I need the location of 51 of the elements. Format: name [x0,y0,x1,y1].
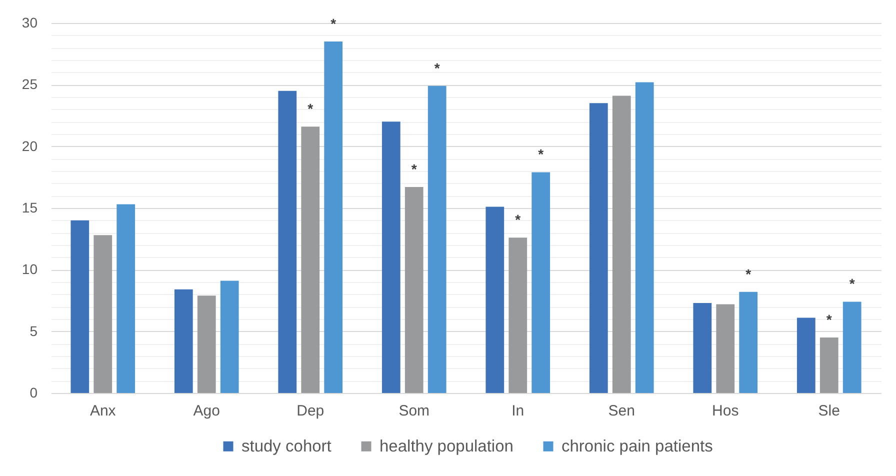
bar [716,304,735,393]
data-label: * [434,60,440,76]
bar [174,289,193,393]
y-tick-label: 0 [30,384,38,400]
x-tick-label: Hos [712,402,739,420]
x-tick-label: Dep [296,402,324,420]
bar [382,122,400,393]
bar [278,90,297,393]
data-label: * [411,161,418,178]
y-tick-label: 10 [22,261,38,278]
data-label: * [746,266,752,282]
bar [508,238,528,393]
y-tick-label: 20 [22,138,38,154]
bar [820,338,838,393]
data-label: * [538,146,544,162]
bar [635,82,654,393]
legend-label: study cohort [242,437,332,456]
bar [739,292,758,393]
y-tick-label: 30 [22,14,38,30]
legend-label: chronic pain patients [562,437,713,456]
x-tick-label: Sle [818,402,840,420]
bar [70,220,90,393]
bar [693,302,712,393]
bar [94,235,112,393]
bar [324,42,343,393]
x-tick-label: Anx [90,402,116,420]
y-tick-label: 25 [22,76,38,92]
bar [116,204,136,393]
bar [428,86,446,393]
legend-label: healthy population [380,437,514,456]
x-tick-label: Sen [608,402,635,420]
bar [532,172,550,393]
data-label: * [849,276,856,292]
bar [220,280,239,393]
bar [301,126,320,393]
bar [589,103,608,393]
bar [796,318,816,393]
x-tick-label: Som [398,402,430,420]
data-label: * [308,100,314,117]
data-label: * [826,312,832,328]
bar [612,96,631,393]
data-label: * [330,16,337,32]
bar [404,187,424,393]
y-tick-label: 5 [30,322,38,339]
data-label: * [515,212,522,228]
x-tick-label: In [512,402,524,420]
y-tick-label: 15 [22,200,38,216]
bar [842,302,862,393]
bar [486,206,504,393]
bar [197,296,216,393]
x-tick-label: Ago [193,402,220,420]
